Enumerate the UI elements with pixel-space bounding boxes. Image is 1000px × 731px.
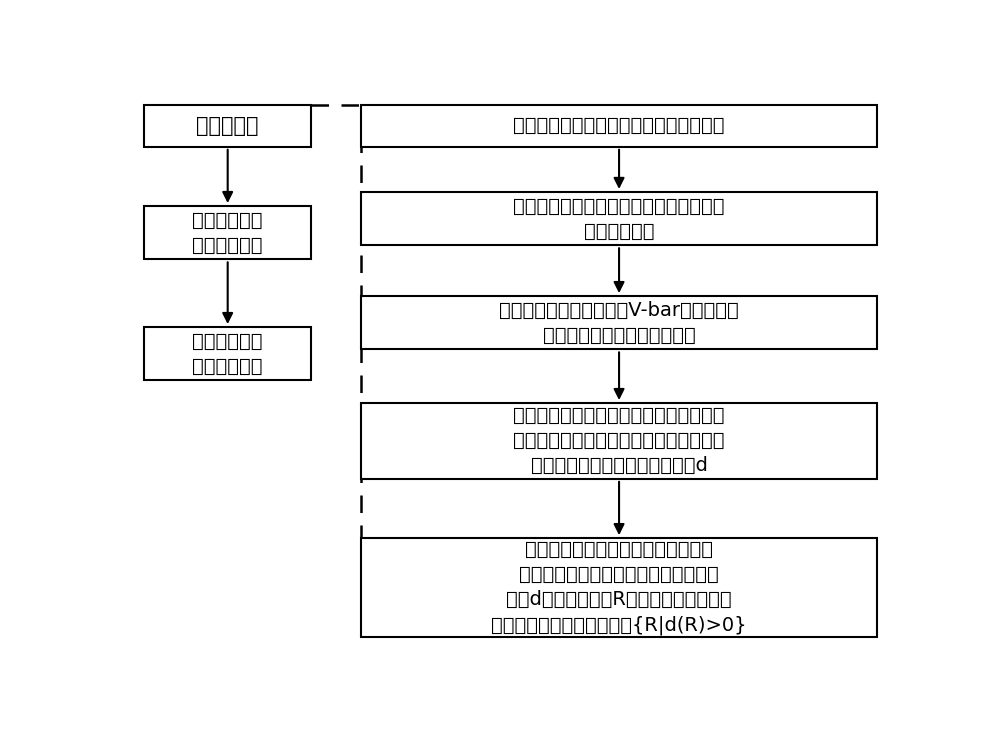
Text: 建立来访航天器和空间站的相对动力学与
偏差预报模型: 建立来访航天器和空间站的相对动力学与 偏差预报模型 — [513, 197, 725, 240]
Text: 根据满足被动安全要求的设计原则，
改变禁飞球半径，分析绕飞时最短椭球
距离d与禁飞球半径R的变化关系，得到禁
飞球半径的安全区间为集合{R|d(R)>0}: 根据满足被动安全要求的设计原则， 改变禁飞球半径，分析绕飞时最短椭球 距离d与禁… — [491, 540, 747, 635]
Bar — [361, 192, 877, 246]
Text: 预报出来访航天器的相对轨迹及其协方差
矩阵，进而计算出航天器联合包络球与相
对轨迹误差椭球的最短椭球距离d: 预报出来访航天器的相对轨迹及其协方差 矩阵，进而计算出航天器联合包络球与相 对轨… — [513, 406, 725, 475]
Text: 切向脉冲转移
接近椭球设计: 切向脉冲转移 接近椭球设计 — [192, 332, 263, 376]
Text: 基于来访航天器初始位于V-bar上稳定点处
施加的径向脉冲建立轨迹方程: 基于来访航天器初始位于V-bar上稳定点处 施加的径向脉冲建立轨迹方程 — [499, 300, 739, 345]
Bar — [144, 105, 311, 147]
Text: 禁飞球设计: 禁飞球设计 — [196, 115, 259, 136]
Bar — [144, 206, 311, 260]
Text: 径向脉冲转移
接近椭球设计: 径向脉冲转移 接近椭球设计 — [192, 211, 263, 254]
Text: 确定禁飞球满足被动安全要求的设计原则: 确定禁飞球满足被动安全要求的设计原则 — [513, 116, 725, 135]
Bar — [144, 327, 311, 380]
Bar — [361, 105, 877, 147]
Bar — [361, 296, 877, 349]
Bar — [361, 403, 877, 479]
Bar — [361, 538, 877, 637]
